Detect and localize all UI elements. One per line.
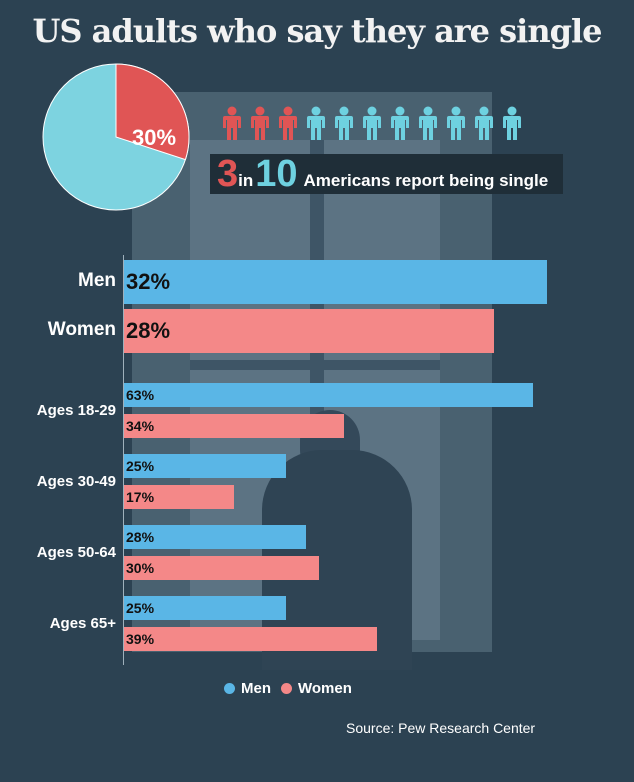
bar-label: 25%: [126, 458, 155, 474]
person-icon: [503, 106, 521, 140]
bar-men: 25%: [124, 454, 287, 478]
legend-dot-men: [224, 683, 235, 694]
pie-slice-single: [115, 63, 190, 161]
legend-women: Women: [298, 680, 352, 697]
people-icons: [222, 106, 522, 140]
bar-label: 32%: [126, 269, 171, 294]
window-frame: [190, 360, 440, 370]
person-icon: [307, 106, 325, 140]
banner-text: Americans report being single: [303, 171, 549, 190]
bar-label: 34%: [126, 418, 155, 434]
bar-label: 28%: [126, 529, 155, 545]
category-label: Ages 18-29: [36, 402, 116, 419]
bar-women: 39%: [124, 627, 377, 651]
banner: 3 in 10 Americans report being single: [210, 154, 563, 194]
category-label: Ages 65+: [49, 615, 116, 632]
bar-label: 30%: [126, 560, 155, 576]
pie-label: 30%: [132, 125, 176, 150]
bar-label: 28%: [126, 318, 171, 343]
chart-title: US adults who say they are single: [32, 12, 603, 50]
person-icon: [363, 106, 381, 140]
bar-label: 39%: [126, 631, 155, 647]
person-icon: [279, 106, 297, 140]
bar-label: 25%: [126, 600, 155, 616]
category-label: Ages 30-49: [36, 473, 116, 490]
pie-chart: 30%: [42, 63, 190, 211]
person-icon: [447, 106, 465, 140]
category-label: Women: [47, 319, 116, 340]
banner-denominator: 10: [255, 153, 298, 195]
legend: Men Women: [224, 680, 352, 697]
person-icon: [251, 106, 269, 140]
bar-label: 17%: [126, 489, 155, 505]
person-icon: [335, 106, 353, 140]
legend-men: Men: [241, 680, 271, 697]
banner-numerator: 3: [217, 153, 239, 195]
banner-in: in: [238, 171, 254, 190]
bar-label: 63%: [126, 387, 155, 403]
category-label: Ages 50-64: [36, 544, 116, 561]
bar-women: 30%: [124, 556, 319, 580]
source: Source: Pew Research Center: [346, 720, 536, 736]
bar-women: 28%: [124, 309, 494, 353]
category-label: Men: [78, 270, 116, 291]
person-icon: [419, 106, 437, 140]
bar-women: 34%: [124, 414, 345, 438]
bar-women: 17%: [124, 485, 235, 509]
bar-men: 32%: [124, 260, 547, 304]
person-icon: [223, 106, 241, 140]
person-icon: [475, 106, 493, 140]
bar-men: 28%: [124, 525, 306, 549]
bar-men: 63%: [124, 383, 533, 407]
bar-men: 25%: [124, 596, 287, 620]
axis-line: [123, 255, 124, 665]
person-icon: [391, 106, 409, 140]
legend-dot-women: [281, 683, 292, 694]
